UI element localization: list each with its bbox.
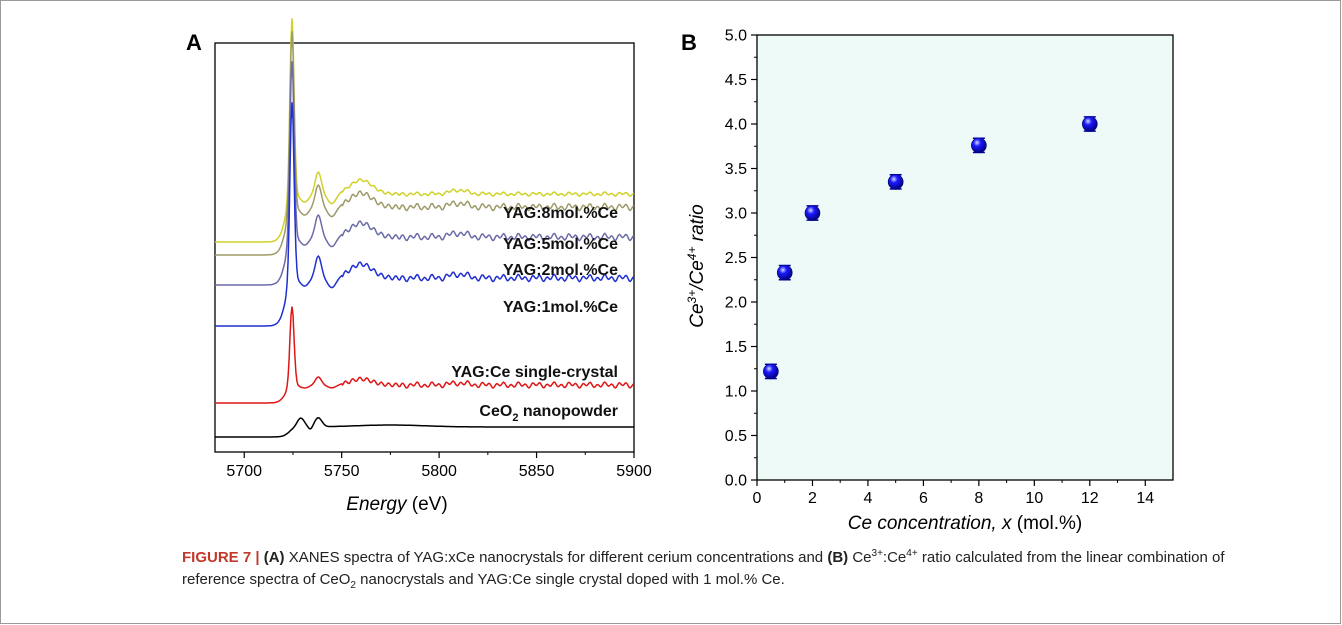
- panel-a-spectra: [215, 18, 635, 438]
- panel-b-x-tick-label: 14: [1136, 490, 1154, 507]
- panel-b-x-tick-label: 0: [753, 490, 762, 507]
- data-point: [971, 137, 987, 154]
- panel-b-x-axis-label: Ce concentration, x: [848, 513, 1013, 534]
- panel-a-x-axis-title: Energy (eV): [346, 494, 447, 515]
- caption-sub-2: 2: [350, 580, 356, 591]
- figure: A YAG:8mol.%CeYAG:5mol.%CeYAG:2mol.%CeYA…: [186, 18, 1174, 534]
- panel-a-series-labels: YAG:8mol.%Ce YAG:5mol.%Ce YAG:2mol.%Ce YAG:…: [451, 205, 618, 424]
- panel-a-x-axis-unit: (eV): [412, 494, 448, 515]
- panel-b-y-tick-label: 0.5: [725, 428, 747, 445]
- panel-a-axes: [214, 42, 635, 453]
- panel-b-plot-background: [757, 35, 1173, 480]
- panel-a-x-tick-label: 5800: [421, 463, 457, 480]
- panel-b-x-tick-label: 2: [808, 490, 817, 507]
- panel-a-label: A: [186, 30, 202, 55]
- caption-text-3: nanocrystals and YAG:Ce single crystal d…: [360, 571, 785, 588]
- panel-a-plot-frame: [214, 42, 635, 453]
- panel-b-y-tick-label: 1.5: [725, 339, 747, 356]
- caption-a-mark: (A): [263, 549, 285, 566]
- panel-b-y-tick-label: 3.0: [725, 206, 747, 223]
- caption-figure-label: FIGURE 7 |: [182, 549, 260, 566]
- data-point: [763, 363, 779, 380]
- panel-b-y-axis-label: Ce3+/Ce4+ ratio: [685, 204, 708, 328]
- panel-b-x-axis-unit: (mol.%): [1017, 513, 1082, 534]
- caption-text-2: ratio calculated from the linear combina…: [182, 549, 1225, 588]
- panel-b-label: B: [681, 30, 697, 55]
- panel-b-y-tick-label: 1.0: [725, 384, 747, 401]
- figure-caption: FIGURE 7 | (A) XANES spectra of YAG:xCe …: [182, 547, 1292, 591]
- panel-b-x-tick-label: 4: [863, 490, 872, 507]
- panel-a: A YAG:8mol.%CeYAG:5mol.%CeYAG:2mol.%CeYA…: [186, 18, 652, 515]
- panel-b-x-tick-label: 12: [1081, 490, 1099, 507]
- panel-b-y-tick-label: 5.0: [725, 28, 747, 45]
- panel-b-ticks: 0 2 4 6 8 10 12 14 0.0 0.5 1.0 1.5 2.0 2.5 3.0 3.5 4.0 4.…: [725, 28, 1155, 508]
- spectrum-line-1: [215, 31, 635, 256]
- panel-b-y-tick-label: 2.5: [725, 250, 747, 267]
- data-point: [887, 174, 904, 190]
- spectrum-label-5: CeO2 nanopowder: [479, 403, 618, 424]
- panel-b-y-tick-label: 0.0: [725, 473, 747, 490]
- spectrum-line-2: [215, 61, 635, 286]
- panel-b: B 0 2 4 6 8 10 12 14 0.0 0.5 1.0 1.5 2.0 2.5 3.0 3.5 4.0…: [681, 28, 1174, 534]
- panel-b-y-tick-label: 3.5: [725, 161, 747, 178]
- data-point: [804, 205, 821, 221]
- spectrum-line-3: [215, 102, 635, 327]
- spectrum-label-4: YAG:Ce single-crystal: [451, 364, 618, 381]
- panel-a-x-tick-label: 5900: [616, 463, 652, 480]
- caption-ce3: Ce3+:Ce4+: [852, 548, 918, 567]
- data-point: [1082, 116, 1098, 132]
- spectrum-line-4: [215, 306, 635, 404]
- caption-text-1: XANES spectra of YAG:xCe nanocrystals fo…: [288, 549, 824, 566]
- panel-a-x-ticks: 5700 5750 5800 5850 5900: [226, 452, 652, 480]
- panel-a-x-axis-label: Energy: [346, 494, 408, 515]
- panel-b-data-points: [763, 116, 1098, 380]
- spectrum-line-0: [215, 18, 635, 243]
- spectrum-label-0: YAG:8mol.%Ce: [503, 205, 618, 222]
- spectrum-label-1: YAG:5mol.%Ce: [503, 236, 618, 253]
- panel-b-x-tick-label: 6: [919, 490, 928, 507]
- panel-b-y-tick-label: 4.0: [725, 117, 747, 134]
- caption-b-mark: (B): [827, 549, 849, 566]
- data-point: [776, 264, 793, 281]
- spectrum-label-3: YAG:1mol.%Ce: [503, 299, 618, 316]
- panel-b-y-tick-label: 4.5: [725, 72, 747, 89]
- spectrum-line-5: [215, 417, 634, 438]
- spectrum-label-2: YAG:2mol.%Ce: [503, 262, 618, 279]
- panel-b-x-tick-label: 8: [974, 490, 983, 507]
- panel-a-x-tick-label: 5850: [519, 463, 555, 480]
- panel-b-y-tick-label: 2.0: [725, 295, 747, 312]
- panel-a-x-tick-label: 5700: [226, 463, 262, 480]
- panel-b-x-tick-label: 10: [1025, 490, 1043, 507]
- panel-b-x-axis-title: Ce concentration, x (mol.%): [848, 513, 1082, 534]
- panel-a-x-tick-label: 5750: [324, 463, 360, 480]
